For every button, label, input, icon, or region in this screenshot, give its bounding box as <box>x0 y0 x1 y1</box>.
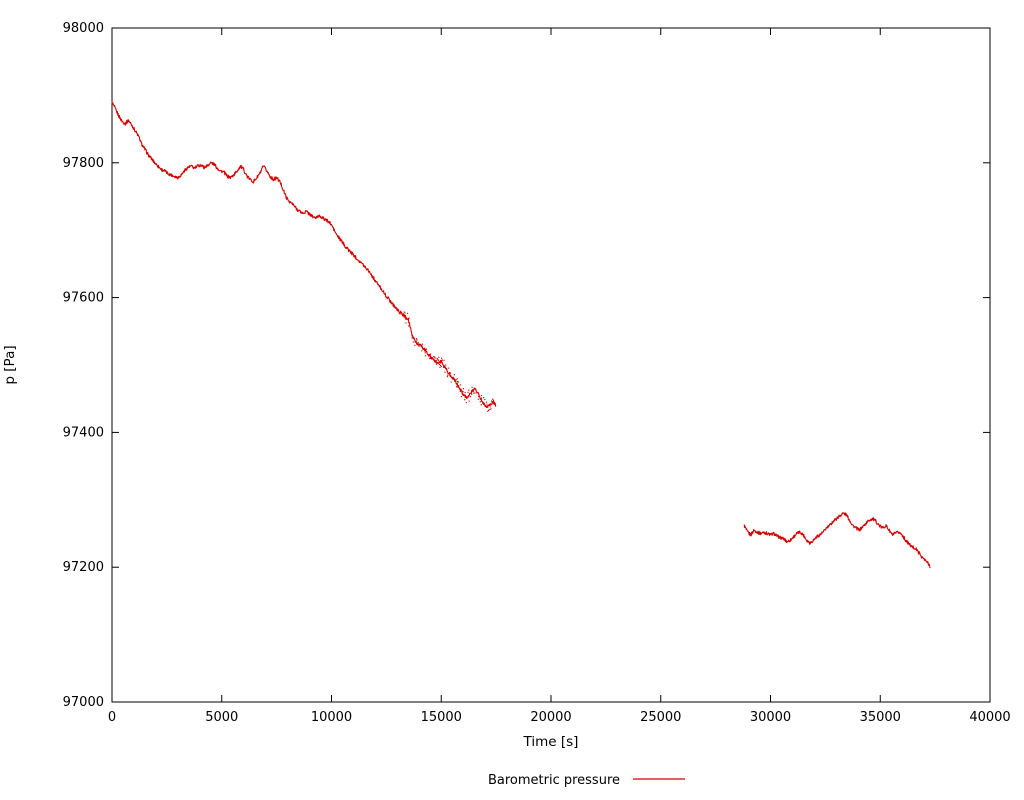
y-tick-label: 97400 <box>63 425 104 440</box>
y-tick-label: 97000 <box>63 695 104 710</box>
data-trace <box>743 511 931 569</box>
y-tick-label: 97800 <box>63 156 104 171</box>
x-tick-label: 35000 <box>860 710 901 725</box>
y-axis-label: p [Pa] <box>2 345 18 384</box>
x-tick-label: 10000 <box>311 710 352 725</box>
x-tick-label: 30000 <box>750 710 791 725</box>
plot-border <box>111 27 991 703</box>
x-tick-label: 0 <box>108 710 116 725</box>
x-tick-label: 40000 <box>969 710 1010 725</box>
x-tick-label: 5000 <box>205 710 238 725</box>
y-tick-label: 97200 <box>63 560 104 575</box>
chart-generated-layer: 0 5000 10000 15000 20000 25000 30000 35000 40000… <box>63 21 1011 725</box>
x-axis-label: Time [s] <box>523 734 579 750</box>
x-tick-label: 20000 <box>530 710 571 725</box>
x-tick-label: 25000 <box>640 710 681 725</box>
x-tick-label: 15000 <box>421 710 462 725</box>
data-scatter-fuzz <box>401 311 496 412</box>
y-tick-label: 98000 <box>63 21 104 36</box>
y-tick-label: 97600 <box>63 291 104 306</box>
data-trace <box>111 101 497 409</box>
legend-label: Barometric pressure <box>488 773 620 788</box>
